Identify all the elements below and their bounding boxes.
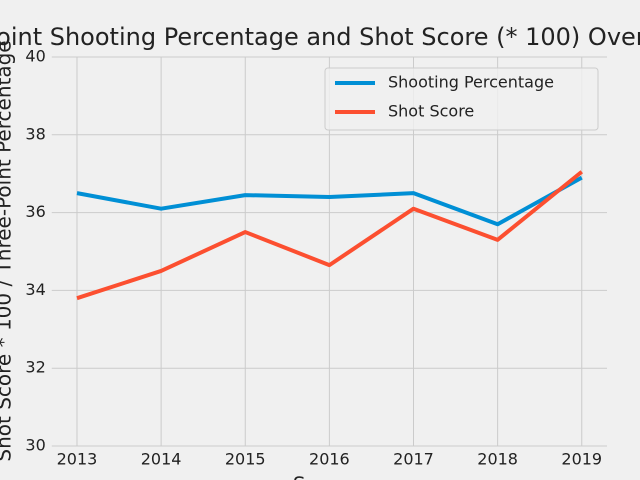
y-tick-label: 32 — [25, 358, 45, 377]
legend-label: Shot Score — [388, 102, 474, 121]
y-tick-label: 36 — [25, 202, 45, 221]
legend-label: Shooting Percentage — [388, 73, 554, 92]
series-line — [76, 170, 584, 301]
x-tick-label: 2019 — [561, 450, 602, 469]
legend-box — [324, 67, 599, 131]
y-tick-label: 40 — [25, 47, 45, 66]
x-tick-label: 2015 — [225, 450, 266, 469]
y-tick-label: 38 — [25, 124, 45, 143]
y-tick-label: 34 — [25, 280, 45, 299]
chart-title: Three-Point Shooting Percentage and Shot… — [0, 23, 640, 51]
x-tick-label: 2016 — [309, 450, 350, 469]
x-tick-label: 2017 — [393, 450, 434, 469]
y-axis-label: Shot Score * 100 / Three-Point Percentag… — [0, 40, 16, 461]
x-axis-label: Season — [293, 473, 366, 480]
legend: Shooting Percentage Shot Score — [324, 67, 599, 131]
y-tick-label: 30 — [25, 436, 45, 455]
x-tick-label: 2014 — [141, 450, 182, 469]
x-tick-label: 2013 — [57, 450, 98, 469]
series-line — [76, 175, 583, 227]
x-tick-label: 2018 — [477, 450, 518, 469]
